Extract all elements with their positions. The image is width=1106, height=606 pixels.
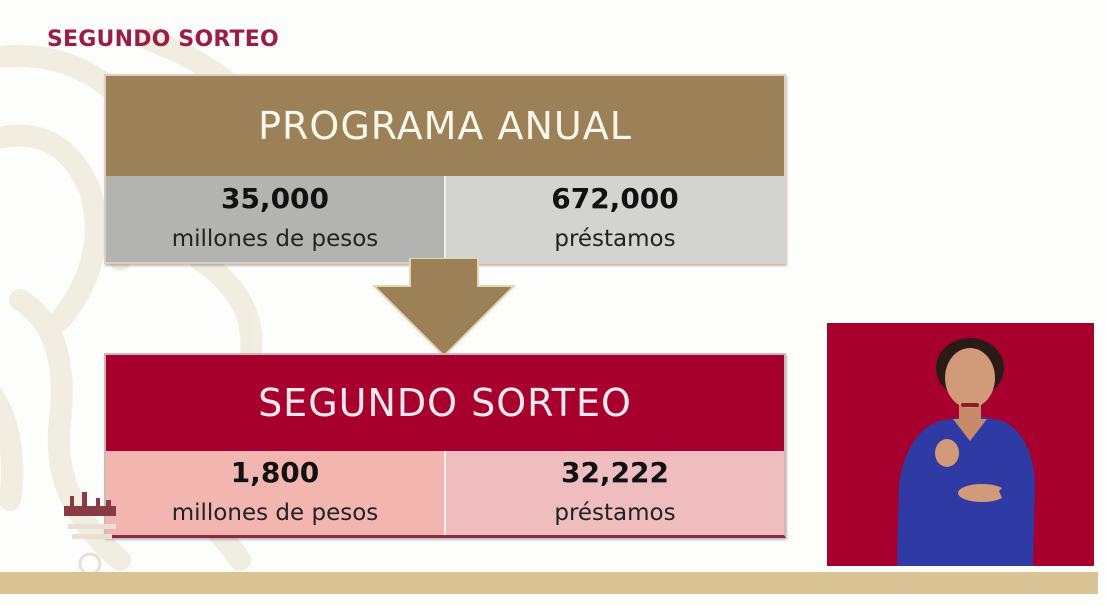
programa-anual-amount-label: millones de pesos bbox=[171, 226, 379, 252]
segundo-sorteo-loans-cell: 32,222 préstamos bbox=[444, 451, 784, 535]
segundo-sorteo-amount-label: millones de pesos bbox=[171, 500, 379, 526]
government-logo-icon bbox=[64, 492, 116, 576]
segundo-sorteo-header: SEGUNDO SORTEO bbox=[106, 355, 784, 451]
programa-anual-amount-value: 35,000 bbox=[220, 182, 330, 215]
segundo-sorteo-card: SEGUNDO SORTEO 1,800 millones de pesos 3… bbox=[104, 353, 786, 538]
programa-anual-card: PROGRAMA ANUAL 35,000 millones de pesos … bbox=[104, 74, 786, 264]
programa-anual-loans-cell: 672,000 préstamos bbox=[444, 176, 784, 262]
programa-anual-loans-value: 672,000 bbox=[551, 182, 679, 215]
segundo-sorteo-loans-label: préstamos bbox=[554, 500, 676, 526]
segundo-sorteo-cells: 1,800 millones de pesos 32,222 préstamos bbox=[106, 451, 784, 535]
segundo-sorteo-amount-cell: 1,800 millones de pesos bbox=[106, 451, 444, 535]
slide-title: SEGUNDO SORTEO bbox=[47, 27, 279, 52]
segundo-sorteo-loans-value: 32,222 bbox=[560, 456, 670, 489]
segundo-sorteo-amount-value: 1,800 bbox=[230, 456, 320, 489]
programa-anual-header: PROGRAMA ANUAL bbox=[106, 76, 784, 176]
sign-language-interpreter-video bbox=[827, 323, 1094, 566]
arrow-down-icon bbox=[372, 258, 516, 358]
footer-band bbox=[0, 572, 1098, 594]
programa-anual-loans-label: préstamos bbox=[554, 226, 676, 252]
programa-anual-cells: 35,000 millones de pesos 672,000 préstam… bbox=[106, 176, 784, 262]
programa-anual-amount-cell: 35,000 millones de pesos bbox=[106, 176, 444, 262]
